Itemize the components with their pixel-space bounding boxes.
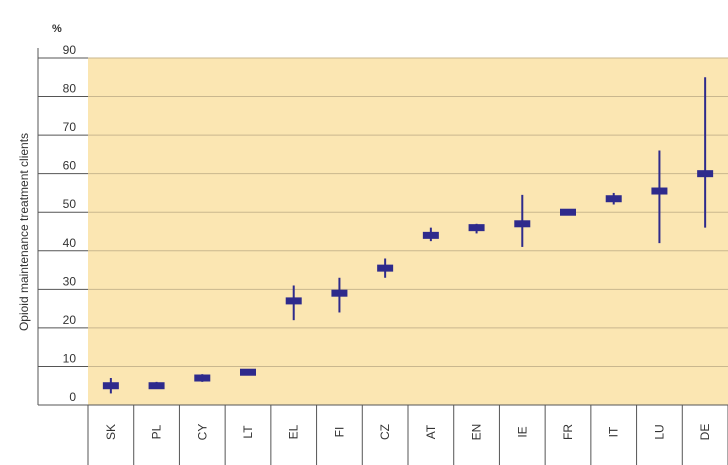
value-marker — [102, 382, 119, 390]
y-tick-label: 50 — [63, 197, 77, 211]
x-tick-label: AT — [424, 424, 438, 439]
y-unit-label: % — [52, 23, 62, 35]
y-tick-label: 60 — [63, 159, 77, 173]
value-marker — [468, 224, 485, 232]
x-tick-label: CZ — [378, 424, 392, 440]
y-tick-label: 40 — [63, 236, 77, 250]
x-tick-label: LT — [241, 425, 255, 439]
x-tick-label: FR — [561, 424, 575, 440]
value-marker — [285, 297, 302, 305]
x-tick-label: IT — [607, 426, 621, 437]
value-marker — [240, 368, 256, 376]
x-tick-label: PL — [150, 424, 164, 439]
y-tick-label: 80 — [63, 82, 77, 96]
x-tick-label: EL — [287, 424, 301, 439]
x-axis: SK PL CY LT EL FI CZ AT EN IE FR IT LU DE — [38, 404, 728, 465]
value-marker — [422, 231, 439, 239]
y-tick-label: 90 — [63, 43, 77, 57]
grid-lines — [88, 57, 728, 406]
value-marker — [605, 195, 622, 203]
y-tick-label: 10 — [63, 351, 77, 365]
y-tick-label: 0 — [69, 390, 76, 404]
x-tick-label: FI — [332, 427, 346, 438]
y-tick-label: 20 — [63, 313, 77, 327]
value-marker — [331, 289, 348, 297]
x-tick-label: CY — [195, 424, 209, 441]
value-marker — [514, 220, 531, 228]
value-marker — [377, 264, 394, 272]
x-tick-label: LU — [652, 424, 666, 439]
y-axis-title: Opioid maintenance treatment clients — [17, 133, 31, 331]
x-tick-label: EN — [470, 424, 484, 441]
y-tick-label: 30 — [63, 274, 77, 288]
value-marker — [651, 187, 668, 195]
value-marker — [697, 170, 714, 178]
plot-background — [88, 58, 728, 405]
x-tick-label: IE — [515, 426, 529, 437]
value-marker — [194, 374, 211, 382]
x-tick-label: DE — [698, 424, 712, 441]
value-marker — [148, 382, 165, 390]
x-tick-label: SK — [104, 424, 118, 440]
y-axis: 0 10 20 30 40 50 60 70 80 90 — [37, 43, 88, 406]
data-marks — [102, 77, 714, 394]
value-marker — [560, 208, 576, 216]
y-tick-label: 70 — [63, 120, 77, 134]
